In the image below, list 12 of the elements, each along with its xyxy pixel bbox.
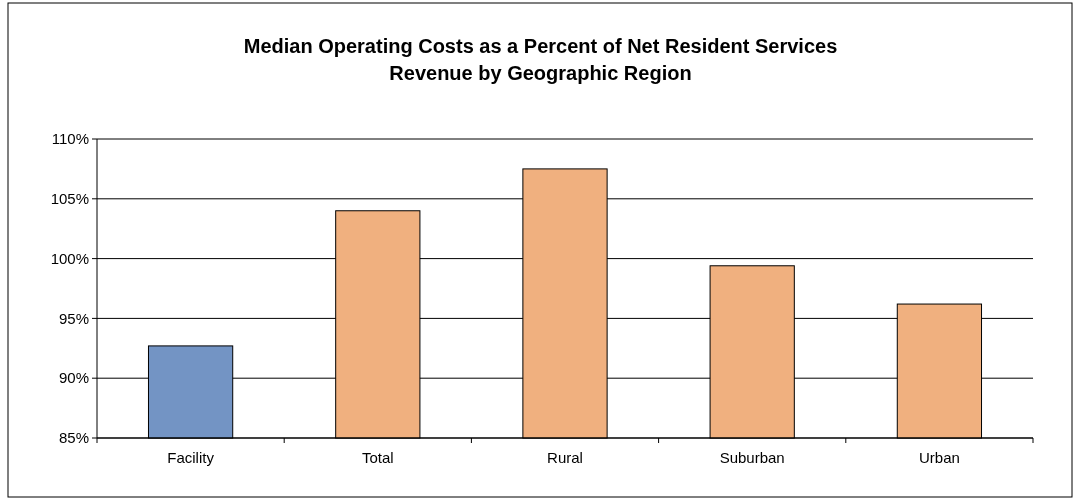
y-tick-label: 85% (58, 429, 89, 447)
y-tick-label: 90% (58, 369, 89, 387)
y-tick-label: 105% (50, 190, 89, 208)
y-tick-label: 95% (58, 309, 89, 327)
chart-title: Median Operating Costs as a Percent of Net Resident Services Revenue by Geographic Region (243, 35, 838, 84)
y-tick-label: 110% (51, 130, 89, 148)
x-tick-label: Total (361, 449, 394, 466)
x-tick-label: Suburban (719, 449, 785, 466)
x-tick-label: Urban (918, 449, 960, 466)
x-tick-label: Facility (167, 449, 215, 466)
y-tick-label: 100% (50, 249, 89, 267)
x-tick-label: Rural (547, 449, 583, 466)
